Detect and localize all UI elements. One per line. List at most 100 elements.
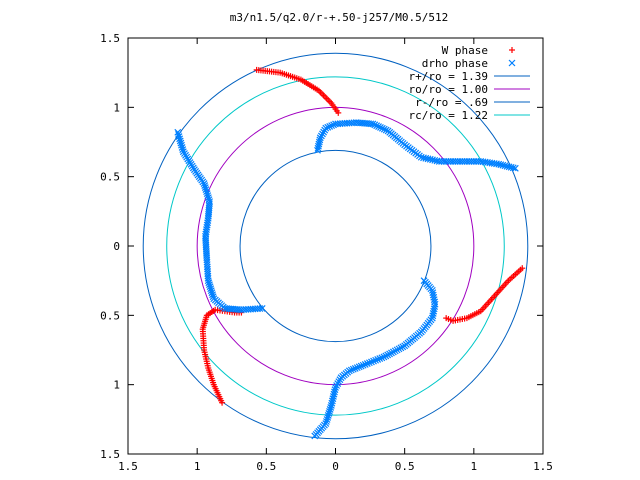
drho-phase-point-b <box>511 164 519 172</box>
drho-phase-point-b <box>203 226 210 233</box>
drho-phase-point <box>204 194 212 202</box>
drho-phase-point <box>177 139 185 147</box>
drho-phase-point-b <box>336 120 344 128</box>
drho-phase-point-b <box>326 406 334 413</box>
drho-phase-point-b <box>209 291 216 299</box>
drho-phase-point <box>323 416 331 423</box>
drho-phase-point-b <box>349 365 357 373</box>
drho-phase-point-b <box>382 352 390 360</box>
drho-phase-point-b <box>175 133 183 141</box>
drho-phase-point <box>378 354 386 362</box>
drho-phase-point-b <box>174 128 182 136</box>
drho-phase-point <box>205 279 213 287</box>
drho-phase-point <box>174 131 182 138</box>
drho-phase-point-b <box>314 146 321 154</box>
drho-phase-point-b <box>315 140 323 148</box>
drho-phase-point-b <box>244 305 252 313</box>
drho-phase-point-b <box>328 399 336 407</box>
drho-phase-point <box>201 182 209 190</box>
drho-phase-point-b <box>331 386 339 394</box>
drho-phase-point <box>399 343 407 351</box>
drho-phase-point-b <box>238 306 245 314</box>
drho-phase-point <box>201 184 209 192</box>
drho-phase-point <box>203 188 210 196</box>
legend-label: r+/ro = 1.39 <box>409 70 488 83</box>
drho-phase-point-b <box>202 186 210 194</box>
drho-phase-point-b <box>430 307 438 315</box>
drho-phase-point <box>176 137 184 145</box>
drho-phase-point <box>347 366 355 374</box>
drho-phase-point-b <box>207 285 215 293</box>
drho-phase-point-b <box>380 353 388 361</box>
drho-phase-point <box>203 190 211 198</box>
drho-phase-point <box>327 404 335 411</box>
data-marks <box>174 66 526 440</box>
drho-phase-point <box>357 362 365 370</box>
circle-rc-ro-1-22 <box>166 76 505 416</box>
drho-phase-point <box>388 349 395 357</box>
legend-label: drho phase <box>422 57 488 70</box>
drho-phase-point <box>209 291 216 299</box>
drho-phase-point <box>207 285 215 293</box>
drho-phase-point-b <box>351 364 359 372</box>
drho-phase-point <box>503 162 511 170</box>
drho-phase-point-b <box>503 162 511 170</box>
drho-phase-point-b <box>384 351 392 359</box>
drho-phase-point <box>371 121 379 129</box>
drho-phase-point-b <box>258 304 266 312</box>
drho-phase-point-b <box>206 283 214 291</box>
drho-phase-point-b <box>505 163 513 171</box>
drho-phase-point <box>328 399 336 407</box>
drho-phase-point-b <box>326 408 333 415</box>
drho-phase-point-b <box>375 123 382 130</box>
y-tick-label: 1 <box>113 101 120 114</box>
y-tick-label: 0 <box>113 240 120 253</box>
drho-phase-point-b <box>341 119 349 127</box>
drho-phase-point-b <box>399 343 407 351</box>
drho-phase-point-b <box>322 124 330 132</box>
drho-phase-point-b <box>242 306 250 313</box>
drho-phase-point-b <box>203 190 211 198</box>
drho-phase-point-b <box>334 120 342 128</box>
drho-phase-point-b <box>204 219 211 227</box>
drho-phase-point <box>389 348 397 356</box>
drho-phase-point-b <box>324 412 332 419</box>
drho-phase-point-b <box>315 138 323 146</box>
drho-phase-point <box>202 186 210 194</box>
circle-ro-ro-1-00 <box>196 106 475 386</box>
drho-phase-point-b <box>209 293 217 301</box>
drho-phase-point <box>349 365 357 373</box>
drho-phase-point <box>324 414 332 421</box>
drho-phase-point <box>497 161 505 169</box>
drho-phase-point-b <box>401 342 409 350</box>
drho-phase-point <box>382 126 390 134</box>
drho-phase-point-b <box>311 432 319 440</box>
x-tick-label: 1.5 <box>533 460 553 473</box>
drho-phase-point-b <box>509 164 517 172</box>
drho-phase-point-b <box>430 305 438 313</box>
x-tick-label: 0.5 <box>395 460 415 473</box>
drho-phase-point-b <box>207 287 215 295</box>
drho-phase-point-b <box>205 279 213 287</box>
drho-phase-point-b <box>179 146 187 153</box>
drho-phase-point <box>326 406 334 413</box>
drho-phase-point <box>380 353 388 361</box>
drho-phase-point-b <box>247 305 255 313</box>
drho-phase-point <box>311 432 319 440</box>
drho-phase-point <box>207 287 215 295</box>
drho-phase-point-b <box>363 360 371 368</box>
drho-phase-point <box>324 412 332 419</box>
drho-phase-point-b <box>357 362 365 370</box>
legend-label: r-/ro = .69 <box>415 96 488 109</box>
drho-phase-point-b <box>204 194 212 202</box>
drho-phase-point <box>326 408 333 415</box>
drho-phase-point-b <box>201 184 209 192</box>
drho-phase-point <box>328 122 336 130</box>
drho-phase-point-b <box>388 349 395 357</box>
drho-phase-point-b <box>325 410 333 417</box>
drho-phase-point <box>391 347 399 355</box>
drho-phase-point-b <box>177 139 185 147</box>
drho-phase-point-b <box>391 347 399 355</box>
drho-phase-point <box>178 141 185 149</box>
